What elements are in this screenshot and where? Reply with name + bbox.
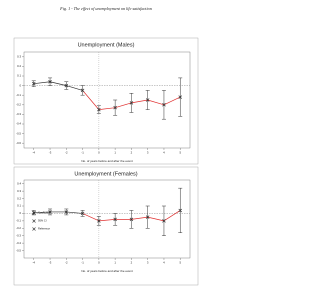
- x-tick-label: 5: [179, 151, 181, 155]
- figure: Fig. 1 - The effect of unemployment on l…: [13, 6, 199, 286]
- line-segment: [131, 216, 148, 220]
- y-tick-label: -0.4: [16, 122, 21, 126]
- point-marker: [97, 107, 101, 112]
- y-tick-label: 0.1: [17, 74, 21, 78]
- line-segment: [98, 107, 116, 110]
- y-tick-label: -0.5: [16, 248, 21, 252]
- x-tick-label: -1: [81, 151, 84, 155]
- x-tick-label: 4: [163, 151, 165, 155]
- legend-label: Coefficient: [38, 211, 50, 215]
- y-tick-label: 0.1: [17, 204, 21, 208]
- x-tick-label: -4: [33, 261, 36, 265]
- x-tick-label: 1: [114, 261, 116, 265]
- point-marker: [162, 219, 166, 223]
- x-tick-label: -3: [49, 261, 52, 265]
- point-marker: [129, 101, 134, 105]
- line-segment: [66, 211, 83, 214]
- legend-icon: [32, 227, 36, 231]
- point-marker: [97, 219, 101, 223]
- x-tick-label: 0: [98, 151, 100, 155]
- line-segment: [163, 96, 181, 106]
- point-marker: [178, 208, 182, 213]
- x-tick-label: 4: [163, 261, 165, 265]
- y-tick-label: -0.6: [16, 141, 21, 145]
- y-tick-label: 0.3: [17, 55, 21, 59]
- point-marker: [64, 83, 69, 88]
- x-tick-label: -4: [33, 151, 36, 155]
- point-marker: [162, 103, 166, 107]
- point-marker: [145, 98, 150, 102]
- point-marker: [64, 210, 69, 214]
- y-tick-label: 0: [19, 83, 21, 87]
- legend-label: Reference: [38, 227, 51, 231]
- point-marker: [48, 210, 52, 214]
- x-tick-label: 2: [131, 261, 133, 265]
- y-tick-label: 0.4: [17, 181, 21, 185]
- y-tick-label: -0.5: [16, 131, 21, 135]
- legend-icon: [32, 211, 36, 215]
- x-tick-label: 3: [147, 151, 149, 155]
- chart-title: Unemployment (Males): [78, 42, 135, 48]
- point-marker: [145, 215, 150, 219]
- y-tick-label: 0.2: [17, 64, 21, 68]
- y-tick-label: -0.1: [16, 219, 21, 223]
- y-tick-label: -0.3: [16, 112, 21, 116]
- x-tick-label: -2: [65, 151, 68, 155]
- legend-label: 95% CI: [38, 219, 47, 223]
- y-tick-label: 0: [19, 211, 21, 215]
- page: Fig. 1 - The effect of unemployment on l…: [13, 5, 199, 286]
- line-segment: [33, 211, 51, 214]
- line-segment: [49, 81, 67, 86]
- line-segment: [33, 81, 51, 85]
- y-tick-label: -0.3: [16, 233, 21, 237]
- line-segment: [82, 90, 100, 110]
- point-marker: [113, 217, 117, 222]
- point-marker: [32, 81, 36, 86]
- x-tick-label: 2: [131, 151, 133, 155]
- line-segment: [98, 219, 116, 222]
- x-tick-label: 1: [114, 151, 116, 155]
- plot-area: [23, 51, 191, 149]
- figure-caption: Fig. 1 - The effect of unemployment on l…: [59, 6, 152, 11]
- chart-title: Unemployment (Females): [74, 171, 137, 177]
- y-tick-label: 0.3: [17, 189, 21, 193]
- point-marker: [113, 105, 117, 110]
- y-tick-label: -0.4: [16, 241, 21, 245]
- x-axis-label: No. of years before and after the event: [81, 269, 133, 273]
- line-segment: [163, 210, 181, 222]
- point-marker: [129, 217, 134, 222]
- y-tick-label: 0.2: [17, 196, 21, 200]
- x-tick-label: 3: [147, 261, 149, 265]
- x-tick-label: -1: [81, 261, 84, 265]
- point-marker: [80, 88, 85, 93]
- line-segment: [115, 102, 132, 109]
- y-tick-label: -0.2: [16, 226, 21, 230]
- x-axis-label: No. of years before and after the event: [81, 159, 133, 163]
- plot-area: [23, 179, 191, 259]
- point-marker: [178, 95, 182, 99]
- point-marker: [80, 211, 85, 216]
- x-tick-label: -3: [49, 151, 52, 155]
- legend-icon: [32, 219, 36, 223]
- x-tick-label: 5: [179, 261, 181, 265]
- line-segment: [82, 213, 100, 222]
- line-segment: [147, 216, 165, 222]
- line-segment: [131, 99, 148, 104]
- y-tick-label: -0.1: [16, 93, 21, 97]
- line-segment: [147, 99, 165, 106]
- x-tick-label: -2: [65, 261, 68, 265]
- x-tick-label: 0: [98, 261, 100, 265]
- y-tick-label: -0.2: [16, 103, 21, 107]
- point-marker: [48, 80, 52, 84]
- line-segment: [66, 85, 83, 91]
